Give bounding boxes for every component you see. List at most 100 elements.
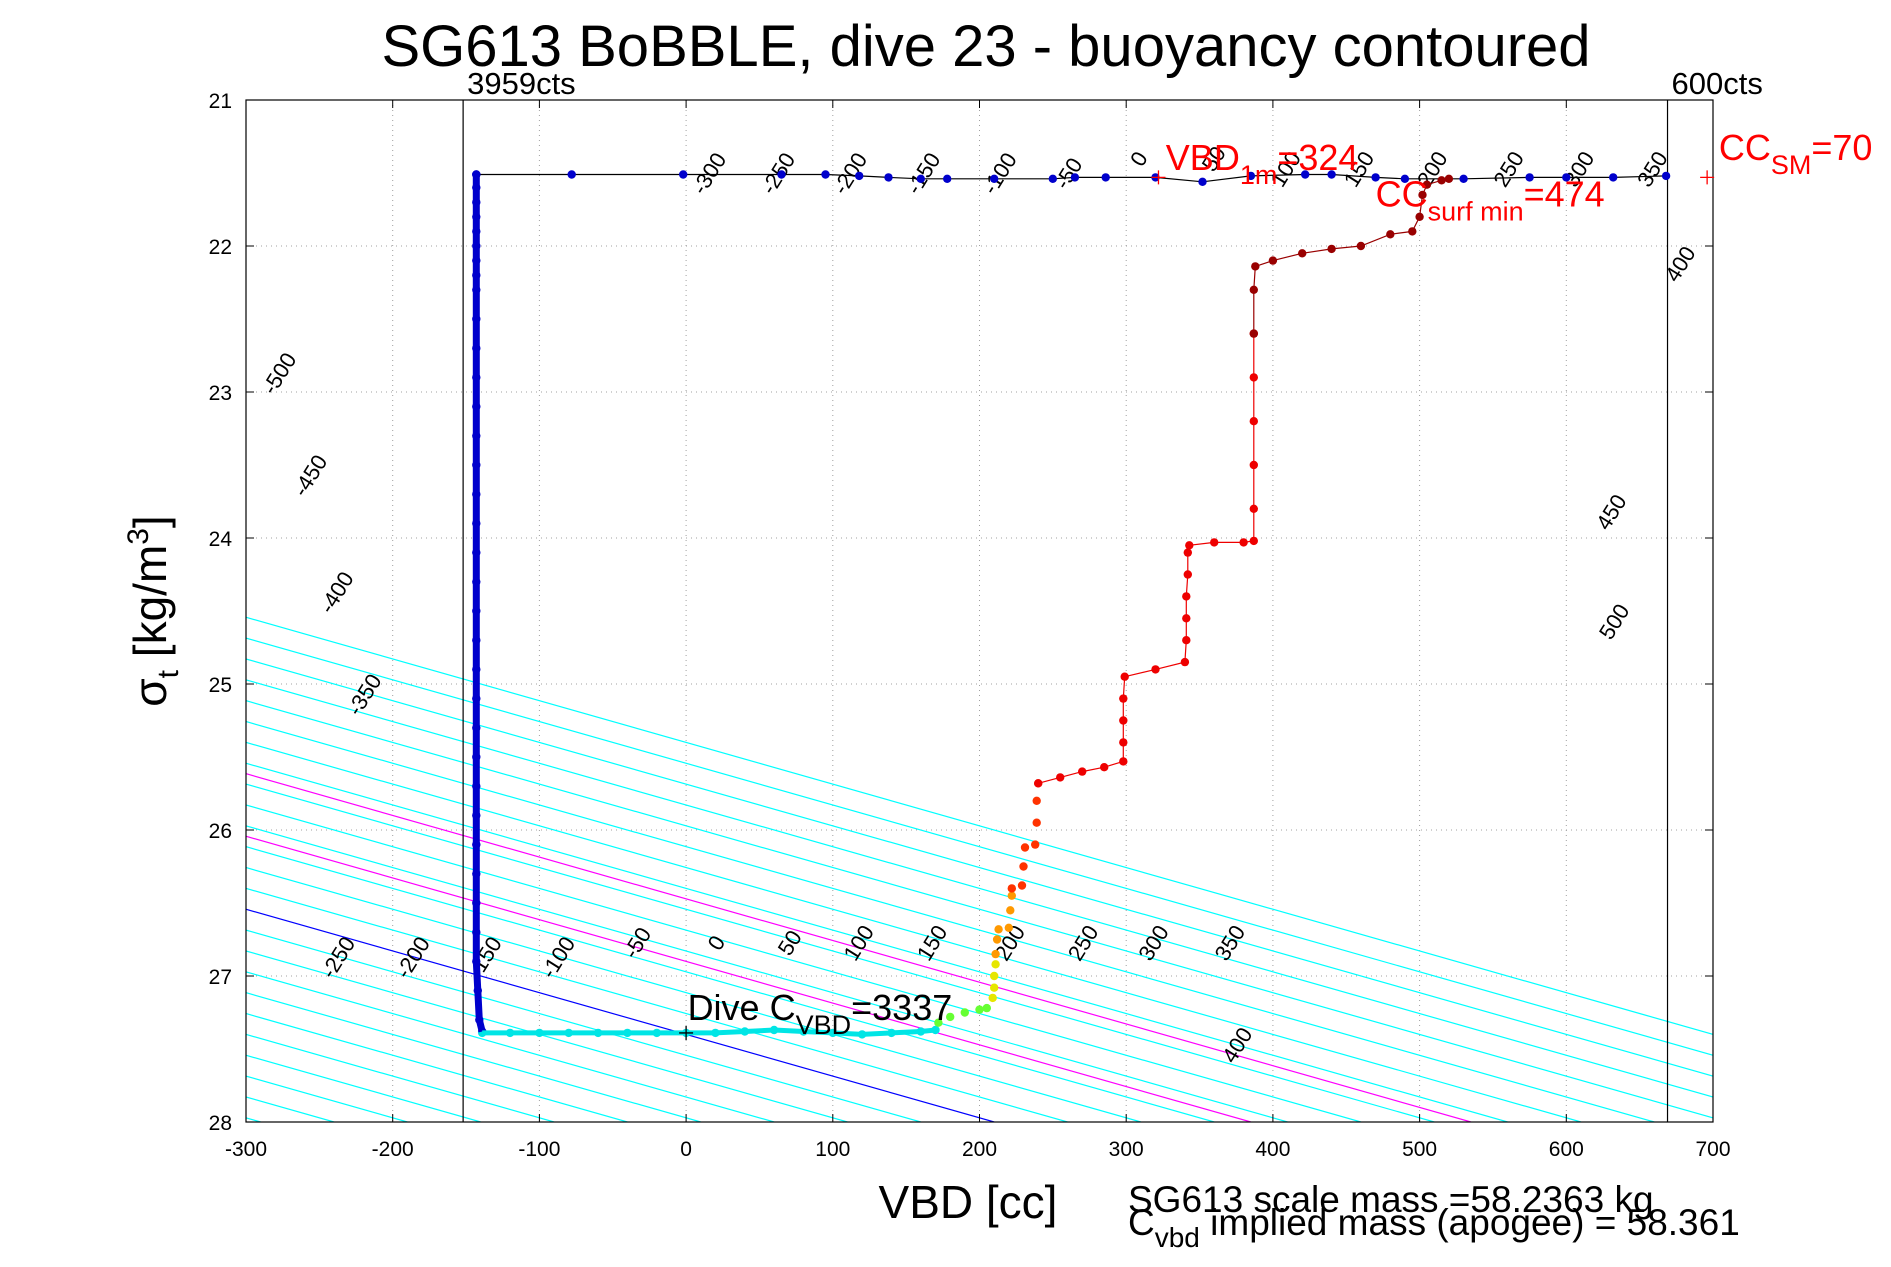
data-point-red — [1239, 538, 1248, 547]
annotation-label: VBD1m=324 — [1166, 137, 1359, 190]
data-point-climb — [1525, 173, 1534, 182]
data-point-climb — [1609, 173, 1618, 182]
data-point-dark-red — [1418, 190, 1427, 200]
contour-label: -350 — [342, 669, 387, 720]
footer-implied-mass-text: implied mass (apogee) = 58.361 — [1200, 1202, 1740, 1243]
data-point-dark-red — [1249, 285, 1259, 294]
y-tick-label: 24 — [209, 528, 233, 551]
y-tick-label: 26 — [209, 820, 232, 843]
data-point-red-orange — [1019, 862, 1028, 871]
data-point-red — [1034, 779, 1043, 788]
data-point-red — [1249, 460, 1259, 470]
contour-label: -300 — [687, 148, 732, 199]
descent-trace — [472, 174, 486, 1033]
contour-label: 350 — [1632, 147, 1673, 191]
data-point-climb — [1371, 173, 1380, 182]
contour-label: 500 — [1594, 599, 1635, 643]
data-point-red — [1119, 694, 1128, 703]
data-point-dark-red — [1249, 329, 1259, 338]
x-tick-label: -200 — [372, 1138, 414, 1161]
data-point-red — [1119, 757, 1128, 766]
annotation-value: =474 — [1524, 174, 1605, 215]
data-point-orange — [994, 925, 1003, 934]
annotation-subscript: 1m — [1240, 160, 1278, 190]
data-point-climb — [884, 173, 893, 182]
annotation-subscript: VBD — [796, 1010, 852, 1040]
data-point-dark-red — [1298, 249, 1307, 258]
data-point-red — [1119, 716, 1128, 725]
contour-line — [246, 950, 848, 1122]
y-tick-label: 21 — [209, 90, 232, 113]
data-point-climb — [990, 174, 999, 183]
contour-label: 350 — [1210, 921, 1251, 965]
annotation-value: =3337 — [851, 987, 952, 1028]
annotation-value: =70 — [1811, 127, 1872, 168]
contour-label: -100 — [977, 148, 1022, 199]
data-point-dark-red — [1356, 241, 1366, 251]
contour-label: -450 — [288, 450, 333, 501]
y-axis-label-superscript: 3 — [122, 528, 155, 545]
contour-line — [246, 679, 1713, 1098]
annotation-label: Dive CVBD=3337 — [688, 987, 953, 1040]
contour-label: -200 — [828, 148, 873, 199]
contour-label: -400 — [314, 567, 359, 618]
contour-line — [246, 616, 1713, 1036]
annotation-main: CC — [1376, 174, 1428, 215]
y-axis-label-unit-close: ] — [124, 515, 176, 528]
annotation-label: CCsurf min=474 — [1376, 174, 1605, 227]
data-point-yellow — [990, 983, 999, 992]
footer-implied-mass-subscript: vbd — [1155, 1222, 1200, 1253]
contour-label: 400 — [1660, 242, 1701, 286]
grid-layer — [246, 100, 1713, 1122]
data-point-orange — [1006, 906, 1015, 915]
data-point-red — [1119, 738, 1128, 747]
data-point-climb — [567, 170, 576, 179]
footer-implied-mass: Cvbd implied mass (apogee) = 58.361 — [1128, 1202, 1740, 1253]
data-point-orange — [991, 949, 1000, 959]
data-point-red — [1120, 672, 1129, 681]
data-point-early-climb — [946, 1012, 955, 1022]
data-point-climb — [1101, 173, 1110, 182]
data-point-dark-red — [1251, 262, 1260, 271]
contour-line — [246, 783, 1435, 1122]
data-point-climb — [1070, 173, 1080, 182]
data-point-red — [1185, 541, 1194, 550]
data-point-red — [1100, 763, 1109, 772]
x-tick-label: -100 — [518, 1138, 560, 1161]
data-point-red — [1182, 592, 1191, 601]
data-point-early-climb — [975, 1005, 984, 1014]
plus-marker — [679, 1025, 694, 1040]
contour-label: 0 — [703, 931, 731, 955]
data-point-dark-red — [1415, 212, 1424, 221]
footer-implied-mass-symbol: C — [1128, 1202, 1155, 1243]
data-point-orange — [1007, 891, 1016, 900]
contour-line-special — [246, 835, 1252, 1122]
data-point-yellow — [988, 993, 997, 1003]
annotation-value: =324 — [1277, 137, 1358, 178]
data-point-climb — [1400, 174, 1410, 183]
data-point-climb — [1661, 171, 1671, 181]
contour-line — [246, 720, 1655, 1122]
data-point-red-orange — [1032, 818, 1041, 827]
data-point-red — [1151, 665, 1160, 674]
series-line-red — [1038, 333, 1255, 784]
contour-line — [246, 637, 1713, 1056]
contour-label: -50 — [618, 923, 656, 963]
contour-line — [246, 992, 701, 1122]
y-tick-label: 22 — [209, 236, 232, 259]
data-point-red-orange — [1032, 796, 1041, 805]
contour-line — [246, 658, 1713, 1077]
contour-label: 450 — [1591, 490, 1632, 534]
contour-line-special — [246, 773, 1472, 1122]
contour-line — [246, 846, 1215, 1122]
contour-label: 150 — [912, 921, 953, 965]
footer-scale-mass: SG613 scale mass =58.2363 kg — [1128, 1179, 1654, 1220]
data-point-red-orange — [1017, 881, 1027, 890]
contour-label: 0 — [1125, 147, 1153, 171]
vbd-limit-label: 600cts — [1672, 66, 1763, 101]
data-point-climb — [1198, 177, 1207, 186]
data-point-climb — [855, 171, 864, 181]
data-point-yellow — [991, 960, 1000, 969]
data-point-red — [1249, 536, 1259, 546]
